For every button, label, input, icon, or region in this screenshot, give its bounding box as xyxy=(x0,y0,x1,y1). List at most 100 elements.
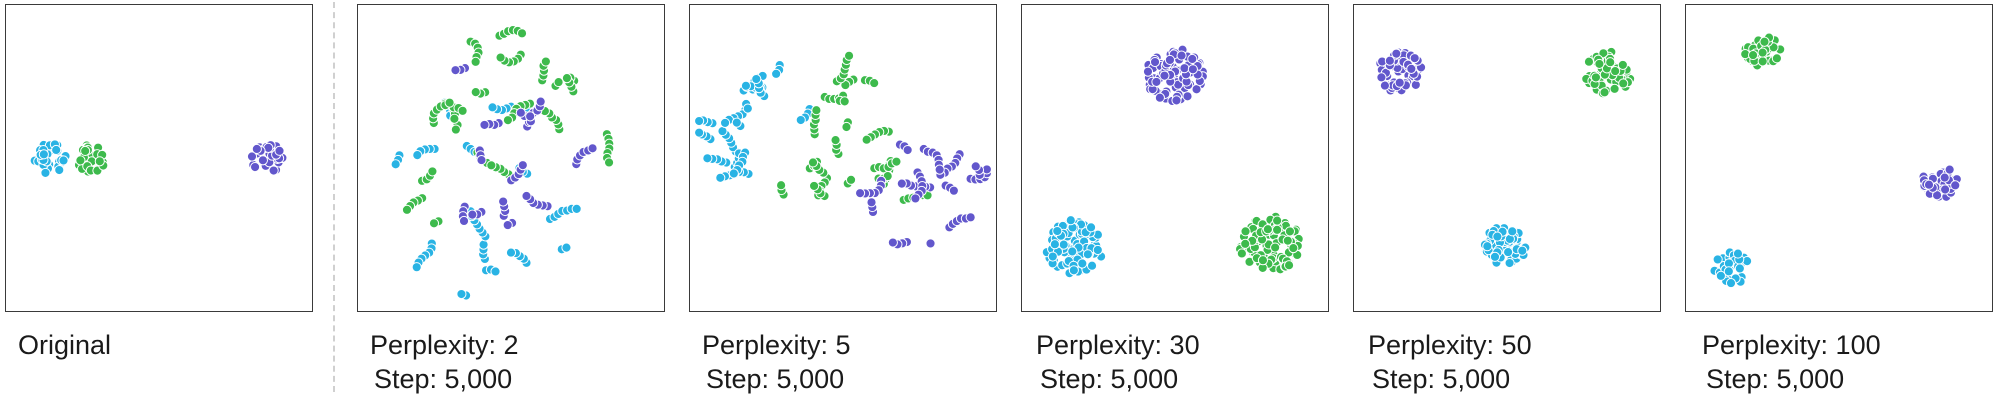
scatter-point-cyan xyxy=(731,117,742,128)
caption-perplexity: Perplexity: 5 xyxy=(702,330,851,360)
scatter-point-cyan xyxy=(1058,239,1069,250)
scatter-point-green xyxy=(839,96,850,107)
scatter-point-purple xyxy=(1154,92,1165,103)
scatter-point-cyan xyxy=(1517,245,1528,256)
scatter-point-cyan xyxy=(771,68,782,79)
scatter-point-green xyxy=(845,174,857,185)
scatter-point-green xyxy=(427,166,438,177)
scatter-point-purple xyxy=(1409,53,1420,64)
scatter-point-purple xyxy=(521,190,532,202)
scatter-point-cyan xyxy=(490,266,501,277)
scatter-point-purple xyxy=(1187,53,1198,65)
scatter-point-purple xyxy=(970,161,981,172)
scatter-point-cyan xyxy=(1067,246,1078,257)
scatter-point-green xyxy=(1618,78,1629,89)
scatter-point-purple xyxy=(246,151,258,162)
scatter-point-green xyxy=(401,204,413,215)
scatter-point-cyan xyxy=(1507,226,1518,237)
scatter-plot-original xyxy=(29,139,288,178)
scatter-point-purple xyxy=(450,65,461,76)
scatter-point-purple xyxy=(479,119,490,130)
scatter-point-green xyxy=(841,121,852,133)
scatter-point-green xyxy=(776,180,787,191)
scatter-point-purple xyxy=(1950,180,1961,191)
scatter-point-purple xyxy=(1944,164,1955,175)
scatter-point-cyan xyxy=(505,247,517,258)
scatter-point-cyan xyxy=(58,155,69,166)
scatter-point-cyan xyxy=(1504,257,1515,269)
scatter-point-green xyxy=(1282,235,1293,246)
scatter-point-cyan xyxy=(54,164,65,176)
scatter-point-purple xyxy=(1391,48,1402,59)
scatter-point-purple xyxy=(1182,91,1193,102)
scatter-point-purple xyxy=(1384,55,1395,66)
scatter-point-green xyxy=(1599,87,1610,98)
scatter-point-green xyxy=(444,97,455,108)
scatter-point-cyan xyxy=(728,168,739,179)
panel-original xyxy=(5,4,313,312)
scatter-point-green xyxy=(1617,59,1628,70)
scatter-point-green xyxy=(516,28,528,39)
panel-perplexity-100 xyxy=(1685,4,1993,312)
caption-perplexity: Perplexity: 100 xyxy=(1702,330,1881,360)
scatter-point-cyan xyxy=(1503,247,1514,258)
scatter-point-green xyxy=(1257,255,1268,266)
scatter-point-green xyxy=(502,115,513,126)
scatter-point-green xyxy=(1272,224,1283,235)
scatter-point-purple xyxy=(925,238,936,249)
scatter-point-cyan xyxy=(487,102,498,113)
scatter-point-green xyxy=(486,160,497,171)
scatter-point-green xyxy=(1262,224,1273,235)
scatter-point-green xyxy=(94,156,105,167)
scatter-point-purple xyxy=(1376,72,1387,83)
scatter-point-cyan xyxy=(720,117,731,128)
scatter-point-purple xyxy=(257,155,268,166)
scatter-point-cyan xyxy=(40,167,51,178)
scatter-point-green xyxy=(1283,260,1295,271)
scatter-point-green xyxy=(561,73,573,84)
caption-perplexity-5: Perplexity: 5 Step: 5,000 xyxy=(702,328,851,396)
caption-step: Step: 5,000 xyxy=(374,364,513,394)
scatter-point-cyan xyxy=(1068,265,1079,276)
scatter-point-purple xyxy=(1939,172,1950,183)
scatter-point-purple xyxy=(502,219,513,231)
scatter-point-purple xyxy=(1187,64,1198,75)
scatter-point-green xyxy=(861,134,872,145)
caption-step: Step: 5,000 xyxy=(1706,364,1845,394)
panel-perplexity-5 xyxy=(689,4,997,312)
scatter-point-green xyxy=(811,105,822,116)
scatter-point-green xyxy=(1284,226,1296,237)
scatter-point-green xyxy=(1270,242,1281,253)
scatter-point-purple xyxy=(517,160,528,171)
caption-original: Original xyxy=(18,328,111,362)
scatter-point-purple xyxy=(1394,77,1405,88)
scatter-point-purple xyxy=(1159,70,1170,81)
scatter-point-purple xyxy=(1149,56,1161,68)
scatter-plot-perplexity-2 xyxy=(390,25,615,301)
scatter-point-cyan xyxy=(1085,222,1097,233)
scatter-point-cyan xyxy=(715,172,726,183)
scatter-point-purple xyxy=(896,178,907,189)
caption-perplexity-30: Perplexity: 30 Step: 5,000 xyxy=(1036,328,1200,396)
scatter-point-purple xyxy=(458,215,470,227)
scatter-point-purple xyxy=(251,143,262,155)
scatter-point-green xyxy=(891,156,902,167)
scatter-point-cyan xyxy=(694,115,705,127)
scatter-point-cyan xyxy=(51,144,62,156)
scatter-point-purple xyxy=(250,161,261,173)
scatter-point-purple xyxy=(887,237,898,248)
panel-perplexity-30 xyxy=(1021,4,1329,312)
scatter-point-purple xyxy=(910,193,921,204)
scatter-point-purple xyxy=(1179,63,1190,74)
scatter-point-purple xyxy=(515,107,526,118)
scatter-point-green xyxy=(470,87,481,98)
scatter-point-purple xyxy=(498,196,509,207)
scatter-point-green xyxy=(1757,47,1768,58)
scatter-point-green xyxy=(830,135,841,146)
scatter-point-cyan xyxy=(740,80,752,91)
scatter-point-cyan xyxy=(1492,231,1503,242)
scatter-point-green xyxy=(553,77,564,88)
scatter-point-green xyxy=(495,52,506,63)
caption-step: Step: 5,000 xyxy=(706,364,845,394)
scatter-point-purple xyxy=(948,185,959,196)
